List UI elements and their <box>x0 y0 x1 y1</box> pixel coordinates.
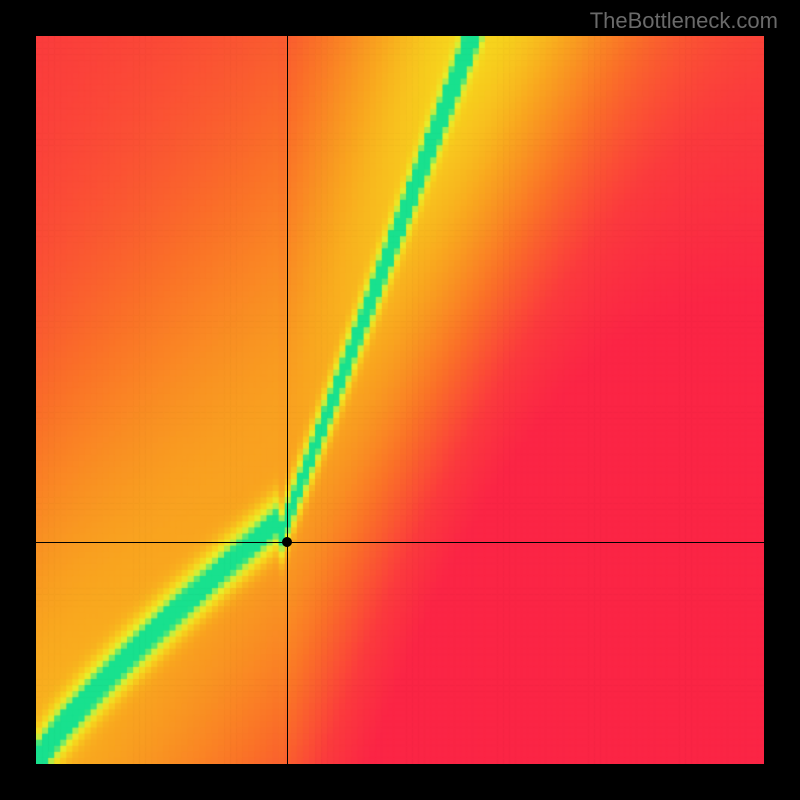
crosshair-vertical <box>287 36 288 764</box>
plot-area <box>36 36 764 764</box>
watermark-text: TheBottleneck.com <box>590 8 778 34</box>
heatmap-canvas <box>36 36 764 764</box>
crosshair-horizontal <box>36 542 764 543</box>
crosshair-marker <box>282 537 292 547</box>
